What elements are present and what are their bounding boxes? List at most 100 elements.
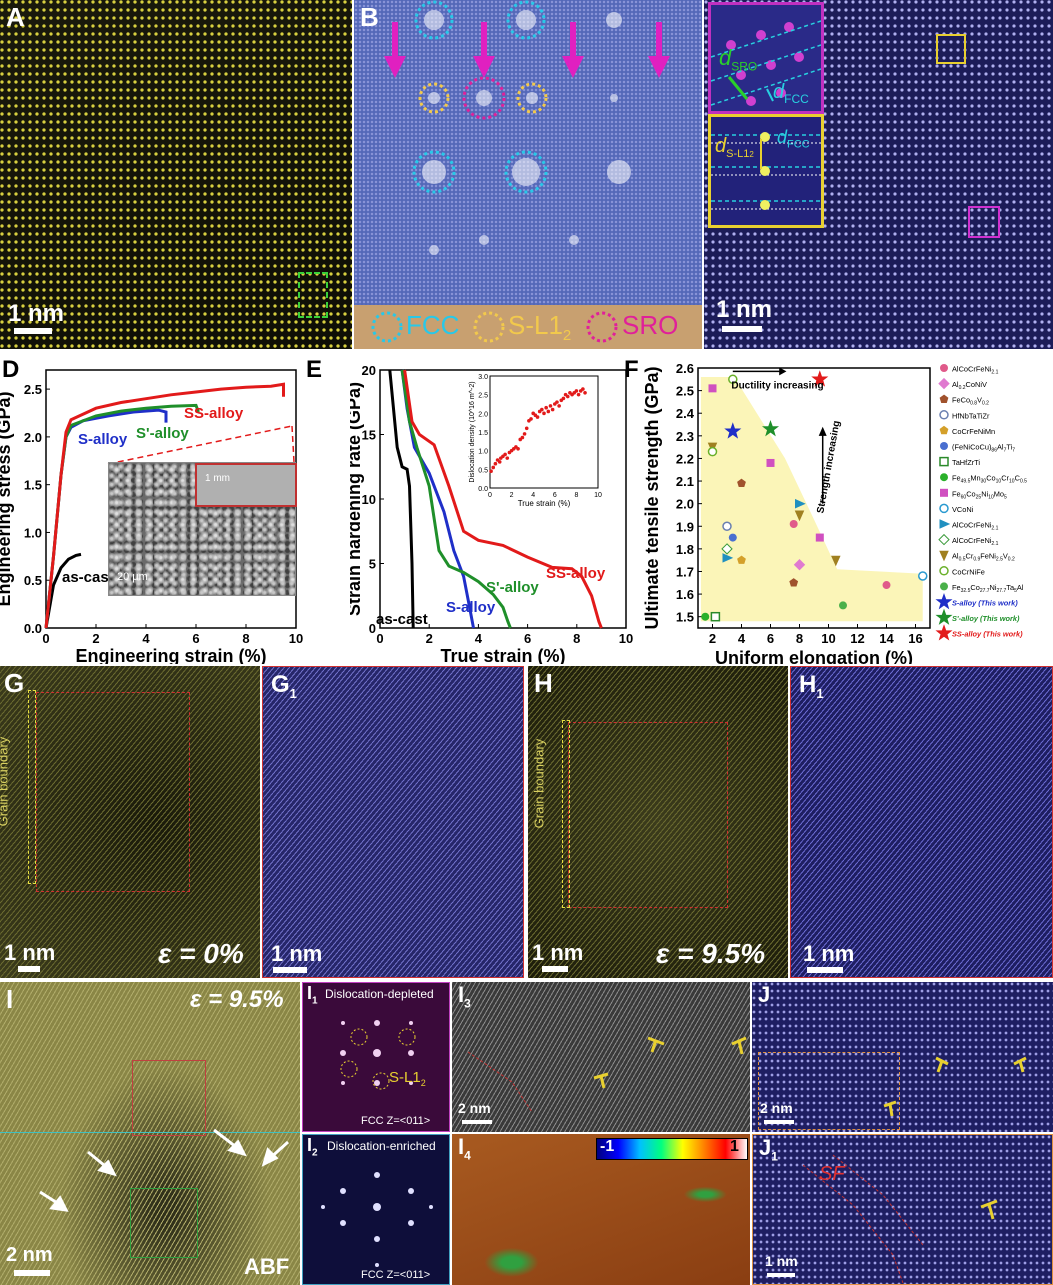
- panel-j1-label: J1: [759, 1135, 778, 1164]
- legend-entry: Fe60Co25Ni10Mo5: [952, 489, 1007, 500]
- legend-marker: [938, 377, 950, 390]
- scale-bar-text: 2 nm: [760, 1100, 793, 1116]
- panel-b-fft-pattern: B FCC S-L12 SRO: [354, 0, 702, 349]
- sf-label: SF: [819, 1163, 845, 1185]
- inset-x-tick-label: 4: [531, 492, 535, 499]
- y-tick-label: 2.4: [676, 406, 695, 421]
- chart-d-stress-strain: 0 2 4 6 8 10 0.0 0.5 1.0 1.5 2.0 2.5 Engineering str…: [0, 369, 303, 664]
- y-tick-label: 2.2: [676, 451, 694, 466]
- inset-point: [557, 404, 561, 408]
- y-tick-label: 5: [369, 557, 376, 572]
- inset-point: [520, 435, 525, 440]
- dislocation-markers: [467, 1036, 747, 1113]
- data-point: [811, 370, 829, 387]
- panel-g-hrtem: G Grain boundary 1 nm ε = 0%: [0, 666, 260, 978]
- panel-c-colored-haadf: C dSRO dFCC dS-L12 dFCC 1 nm: [704, 0, 1053, 349]
- y-tick-label: 2.5: [676, 384, 694, 399]
- legend-entry: SS-alloy (This work): [952, 630, 1023, 639]
- y-tick-label: 1.6: [676, 587, 694, 602]
- d-sro-label: dSRO: [719, 45, 758, 74]
- legend-marker: [939, 503, 949, 514]
- y-tick-label: 1.5: [24, 478, 42, 493]
- legend-sro: SRO: [622, 310, 679, 340]
- series-line-as-cast: [388, 369, 415, 629]
- series-label-S'-alloy: S'-alloy: [136, 425, 189, 442]
- y-tick-label: 2.1: [676, 474, 694, 489]
- x-tick-label: 4: [142, 631, 150, 646]
- scale-bar: [462, 1120, 492, 1124]
- series-label-as-cast: as-cast: [376, 611, 428, 628]
- data-point: [795, 498, 806, 509]
- dislocation-markers: [883, 1056, 1027, 1117]
- series-label-SS-alloy: SS-alloy: [184, 405, 244, 422]
- legend-marker: [939, 519, 951, 529]
- inset-y-tick-label: 2.5: [478, 393, 488, 400]
- legend-marker: [939, 394, 949, 403]
- series-label-S-alloy: S-alloy: [78, 431, 128, 448]
- series-line-SS-alloy: [44, 382, 285, 629]
- x-tick-label: 0: [42, 631, 49, 646]
- inset-point: [555, 400, 559, 404]
- colorbar-max: 1: [730, 1138, 739, 1155]
- panel-j-label: J: [758, 982, 771, 1007]
- x-tick-label: 12: [850, 631, 864, 646]
- x-tick-label: 10: [289, 631, 303, 646]
- scale-bar: [807, 967, 843, 973]
- inset-point: [581, 387, 585, 391]
- y-tick-label: 2.3: [676, 429, 694, 444]
- x-axis-label: True strain (%): [440, 646, 565, 664]
- y-tick-label: 1.8: [676, 542, 694, 557]
- legend-entry: CoCrNiFe: [952, 567, 985, 576]
- panel-j-colored: J 2 nm: [752, 982, 1053, 1132]
- y-tick-label: 1.0: [24, 525, 42, 540]
- inset-connector: [107, 425, 293, 465]
- scale-bar-text: 1 nm: [4, 940, 56, 965]
- x-tick-label: 6: [767, 631, 774, 646]
- panel-d-label: D: [2, 356, 20, 383]
- inset-point: [565, 394, 570, 399]
- cyan-divider: [0, 1132, 300, 1133]
- inset-point: [561, 396, 566, 401]
- stacking-fault-markers: [802, 1154, 998, 1284]
- legend-entry: Fe49.5Mn30Co10Cr10C0.5: [952, 474, 1027, 485]
- legend-entry: (FeNiCoCu)86Al7Ti7: [952, 443, 1015, 454]
- green-roi-box: [130, 1188, 198, 1258]
- x-axis-label: Engineering strain (%): [75, 646, 266, 664]
- grain-boundary-text: Grain boundary: [531, 738, 547, 829]
- legend-entry: VCoNi: [952, 505, 974, 514]
- inset-point: [535, 415, 540, 419]
- scale-bar-text: 2 nm: [458, 1100, 491, 1116]
- inset-x-axis-label: True strain (%): [518, 499, 571, 508]
- panel-g1-label: G1: [271, 671, 297, 701]
- y-tick-label: 1.9: [676, 519, 694, 534]
- panel-i2-label: I2: [307, 1135, 318, 1159]
- data-point: [831, 555, 841, 567]
- inset-y-tick-label: 1.5: [478, 430, 488, 437]
- scale-bar-text: 1 nm: [8, 300, 65, 327]
- fft-spots: [340, 1020, 416, 1090]
- x-tick-label: 2: [426, 631, 433, 646]
- inset-frame: [489, 375, 599, 489]
- panel-h1-label: H1: [799, 671, 824, 701]
- inset-x-tick-label: 8: [574, 492, 578, 499]
- d-fcc2-label: dFCC: [777, 127, 810, 151]
- x-tick-label: 16: [908, 631, 922, 646]
- legend-marker: [935, 608, 953, 625]
- legend-entry: CoCrFeNiMn: [952, 427, 995, 436]
- x-tick-label: 8: [573, 631, 580, 646]
- x-tick-label: 6: [524, 631, 531, 646]
- panel-i1-label: I1: [307, 983, 318, 1007]
- panel-a-haadf-image: A 1 nm: [0, 0, 352, 349]
- y-tick-label: 20: [362, 363, 376, 378]
- i2-title: Dislocation-enriched: [327, 1139, 436, 1153]
- plot-frame: [697, 367, 931, 629]
- strain-label: ε = 9.5%: [190, 986, 284, 1013]
- panel-e-label: E: [306, 356, 323, 383]
- x-tick-label: 8: [796, 631, 803, 646]
- legend-marker: [940, 442, 948, 450]
- data-point: [882, 581, 891, 590]
- red-roi-box: [568, 722, 728, 908]
- x-tick-label: 2: [709, 631, 716, 646]
- sro-inset-lattice: [710, 20, 822, 106]
- series-label-as-cast: as-cast: [62, 569, 114, 586]
